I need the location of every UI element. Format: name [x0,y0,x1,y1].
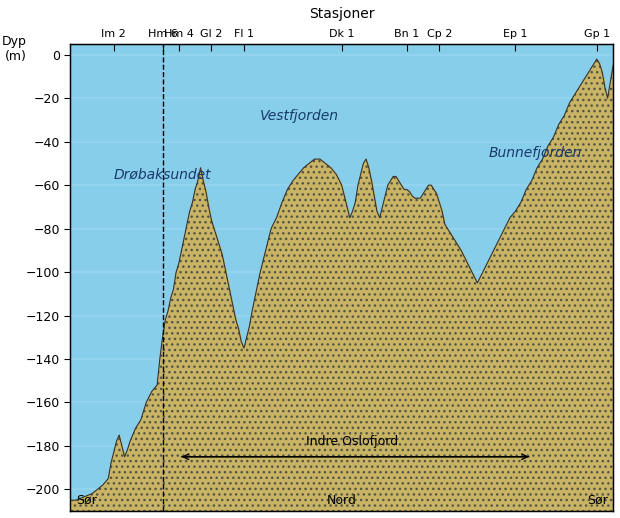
Text: Vestfjorden: Vestfjorden [260,109,339,123]
Text: Sør: Sør [76,494,97,507]
X-axis label: Stasjoner: Stasjoner [309,7,374,21]
Text: Nord: Nord [327,494,356,507]
Y-axis label: Dyp
(m): Dyp (m) [2,35,27,63]
Text: Indre Oslofjord: Indre Oslofjord [306,435,399,448]
Text: Sør: Sør [587,494,608,507]
Text: Bunnefjorden: Bunnefjorden [488,146,582,160]
Text: Drøbaksundet: Drøbaksundet [113,167,211,181]
